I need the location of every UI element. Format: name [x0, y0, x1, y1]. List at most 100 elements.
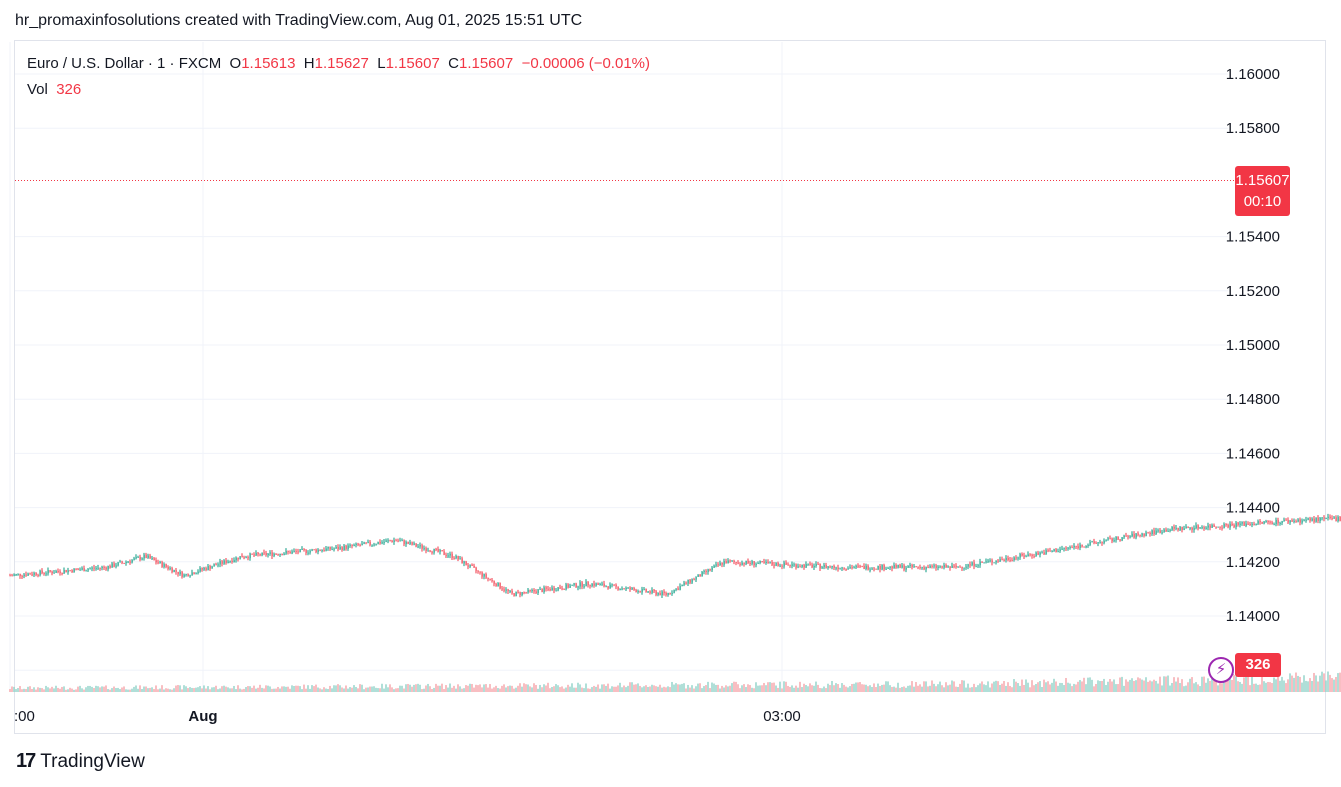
candle-body [405, 541, 407, 545]
volume-bar [1057, 685, 1059, 692]
volume-bar [301, 689, 303, 692]
volume-bar [671, 681, 673, 692]
volume-bar [375, 687, 377, 692]
candle-body [1333, 517, 1335, 519]
volume-bar [1213, 679, 1215, 692]
volume-bar [1197, 684, 1199, 692]
candle-body [1145, 532, 1147, 536]
candle-body [1157, 530, 1159, 532]
volume-bar [1321, 671, 1323, 692]
candle-body [943, 565, 945, 568]
volume-bar [963, 680, 965, 692]
volume-bar [537, 688, 539, 692]
candle-body [681, 584, 683, 587]
candle-body [1007, 557, 1009, 560]
volume-bar [1001, 683, 1003, 692]
candle-body [1131, 533, 1133, 537]
volume-bar [479, 684, 481, 692]
candle-body [1181, 526, 1183, 530]
volume-bar [1095, 683, 1097, 692]
candle-body [933, 565, 935, 567]
volume-bar [343, 688, 345, 692]
candle-body [1017, 557, 1019, 559]
candle-body [285, 550, 287, 554]
candle-body [527, 589, 529, 593]
candle-body [1315, 517, 1317, 522]
candle-body [423, 548, 425, 550]
volume-bar [41, 688, 43, 692]
candle-body [1059, 549, 1061, 552]
candle-body [1153, 530, 1155, 534]
candle-body [367, 541, 369, 543]
volume-bar [545, 685, 547, 692]
volume-bar [197, 687, 199, 692]
volume-bar [571, 683, 573, 692]
candle-body [713, 565, 715, 568]
lightning-icon[interactable]: ⚡ [1208, 657, 1234, 683]
candle-body [1175, 527, 1177, 529]
tradingview-footer[interactable]: 17 TradingView [16, 750, 145, 773]
candle-body [77, 569, 79, 571]
volume-bar [1303, 675, 1305, 692]
candle-body [717, 564, 719, 566]
volume-bar [313, 686, 315, 692]
candle-body [411, 542, 413, 545]
candle-body [185, 574, 187, 576]
candle-body [1289, 520, 1291, 523]
volume-bar [357, 688, 359, 692]
volume-bar [921, 686, 923, 692]
volume-bar [1133, 680, 1135, 692]
volume-bar [1119, 677, 1121, 692]
candle-body [371, 544, 373, 546]
candle-body [105, 567, 107, 570]
candle-body [311, 549, 313, 551]
volume-bar [879, 686, 881, 692]
candle-body [1111, 538, 1113, 542]
candle-body [767, 561, 769, 564]
volume-bar [481, 687, 483, 692]
volume-bar [1147, 681, 1149, 692]
candle-body [693, 579, 695, 581]
candle-body [1013, 557, 1015, 561]
candle-body [463, 561, 465, 564]
candle-body [205, 568, 207, 570]
volume-bar [731, 683, 733, 692]
volume-bar [293, 686, 295, 692]
volume-bar [45, 685, 47, 692]
volume-tag: 326 [1235, 653, 1281, 677]
volume-bar [749, 685, 751, 692]
candle-body [535, 591, 537, 593]
candle-body [1067, 547, 1069, 549]
volume-bar [1221, 683, 1223, 692]
candle-body [1245, 523, 1247, 526]
candle-body [279, 553, 281, 556]
chart-frame[interactable] [14, 40, 1326, 734]
candle-body [1083, 546, 1085, 548]
candle-body [323, 550, 325, 552]
candle-body [719, 562, 721, 566]
candle-body [711, 567, 713, 571]
volume-bar [837, 684, 839, 692]
volume-bar [305, 688, 307, 692]
volume-bar [1075, 684, 1077, 692]
volume-bar [1249, 685, 1251, 692]
candle-body [787, 564, 789, 566]
volume-bar [619, 682, 621, 692]
volume-bar [1297, 675, 1299, 692]
volume-bar [241, 689, 243, 692]
candle-body [1211, 525, 1213, 528]
volume-bar [957, 686, 959, 692]
candle-body [887, 567, 889, 569]
volume-bar [1229, 674, 1231, 692]
candle-body [1021, 554, 1023, 556]
candle-body [161, 561, 163, 567]
candle-body [667, 593, 669, 595]
candle-body [1053, 549, 1055, 551]
candle-body [95, 568, 97, 570]
volume-bar [1127, 681, 1129, 692]
candle-body [599, 583, 601, 585]
volume-bar [981, 681, 983, 692]
candle-body [707, 569, 709, 572]
candle-body [1105, 539, 1107, 541]
